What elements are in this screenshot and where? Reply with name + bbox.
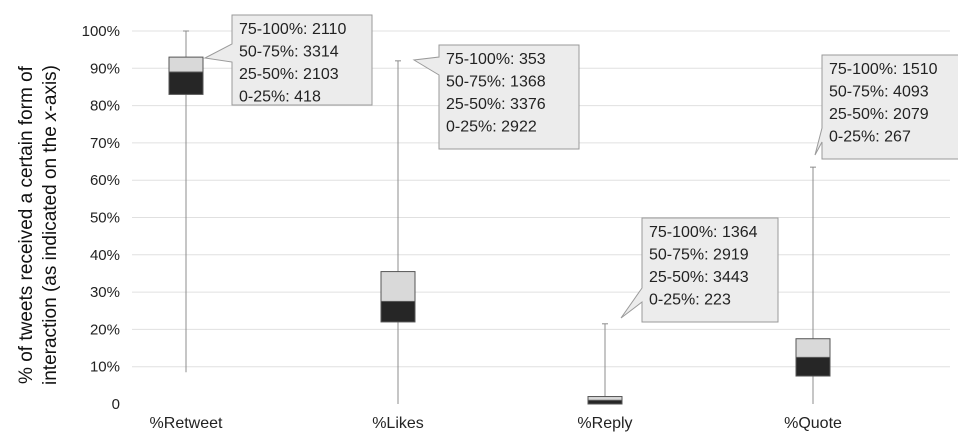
y-axis-label-line2: interaction (as indicated on the x-axis) [40, 65, 61, 385]
box-lower-quartile [795, 356, 831, 377]
callout-likes: 75-100%: 353 50-75%: 1368 25-50%: 3376 0-25… [412, 44, 580, 150]
box-retweet [168, 30, 204, 373]
callout-box [412, 44, 580, 150]
x-category-label: %Likes [372, 415, 424, 432]
y-tick-label: 80% [90, 98, 120, 115]
x-category-label: %Quote [784, 415, 842, 432]
callout-line: 50-75%: 2919 [649, 247, 749, 264]
y-tick-label: 90% [90, 60, 120, 77]
callout-line: 50-75%: 3314 [239, 44, 339, 61]
y-tick-label: 40% [90, 247, 120, 264]
callout-box [814, 54, 958, 160]
y-axis-label-line1: % of tweets received a certain form of [16, 65, 37, 384]
y-tick-label: 30% [90, 284, 120, 301]
y-axis-label: % of tweets received a certain form of i… [16, 65, 61, 385]
x-category-label: %Reply [577, 415, 632, 432]
callout-line: 25-50%: 3443 [649, 269, 749, 286]
callout-line: 75-100%: 2110 [239, 21, 346, 38]
callout-line: 75-100%: 1510 [829, 61, 938, 78]
box-lower-quartile [380, 300, 416, 323]
box-upper-quartile [168, 56, 204, 73]
callout-box [620, 217, 779, 323]
callout-quote: 75-100%: 1510 50-75%: 4093 25-50%: 2079 0-2… [814, 54, 958, 160]
box-upper-quartile [795, 338, 831, 358]
callout-line: 0-25%: 223 [649, 292, 731, 309]
callout-line: 75-100%: 1364 [649, 224, 758, 241]
y-tick-label: 0 [112, 396, 120, 413]
callout-line: 50-75%: 4093 [829, 84, 929, 101]
callout-line: 50-75%: 1368 [446, 74, 546, 91]
box-upper-quartile [587, 396, 623, 401]
callout-line: 75-100%: 353 [446, 51, 546, 68]
x-category-labels: %Retweet %Likes %Reply %Quote [150, 415, 842, 432]
y-tick-label: 70% [90, 135, 120, 152]
y-tick-labels: 100% 90% 80% 70% 60% 50% 40% 30% 20% 10% 0 [82, 23, 120, 413]
callout-box [203, 14, 373, 106]
y-tick-label: 100% [82, 23, 120, 40]
box-series [168, 30, 831, 405]
callout-line: 25-50%: 3376 [446, 96, 546, 113]
callout-reply: 75-100%: 1364 50-75%: 2919 25-50%: 3443 0-2… [620, 217, 779, 323]
callout-line: 0-25%: 418 [239, 89, 321, 106]
callout-line: 0-25%: 2922 [446, 119, 537, 136]
y-tick-label: 20% [90, 321, 120, 338]
callout-line: 25-50%: 2079 [829, 106, 929, 123]
y-tick-label: 10% [90, 359, 120, 376]
box-quote [795, 166, 831, 404]
box-lower-quartile [587, 399, 623, 405]
y-tick-label: 60% [90, 172, 120, 189]
box-likes [380, 60, 416, 404]
box-upper-quartile [380, 271, 416, 302]
x-category-label: %Retweet [150, 415, 223, 432]
callout-retweet: 75-100%: 2110 50-75%: 3314 25-50%: 2103 0-2… [203, 14, 373, 106]
callout-line: 0-25%: 267 [829, 129, 911, 146]
box-lower-quartile [168, 71, 204, 95]
callout-line: 25-50%: 2103 [239, 66, 339, 83]
callouts: 75-100%: 2110 50-75%: 3314 25-50%: 2103 0-2… [203, 14, 958, 323]
box-reply [587, 323, 623, 405]
y-tick-label: 50% [90, 210, 120, 227]
